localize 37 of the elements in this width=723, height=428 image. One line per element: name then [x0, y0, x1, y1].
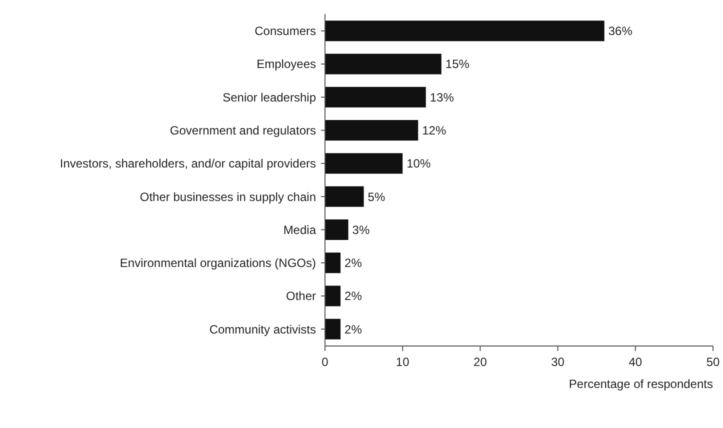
y-tick-label: Environmental organizations (NGOs) — [120, 256, 316, 270]
x-axis-title: Percentage of respondents — [568, 377, 713, 391]
y-tick-label: Other businesses in supply chain — [140, 190, 316, 204]
x-tick-label: 10 — [396, 355, 410, 369]
bar — [325, 86, 426, 108]
bar — [325, 120, 418, 141]
data-label: 13% — [430, 90, 454, 104]
x-tick-label: 50 — [706, 355, 720, 369]
bar — [325, 318, 341, 340]
x-tick-label: 30 — [551, 355, 565, 369]
data-label: 2% — [344, 256, 362, 270]
data-label: 2% — [344, 322, 362, 336]
data-label: 3% — [352, 222, 370, 237]
y-tick-label: Community activists — [209, 322, 316, 336]
y-tick-label: Investors, shareholders, and/or capital providers — [60, 156, 316, 171]
y-tick-label: Media — [283, 222, 316, 237]
y-tick-label: Consumers — [254, 24, 316, 38]
y-tick-label: Government and regulators — [170, 124, 316, 138]
data-label: 15% — [445, 57, 470, 72]
data-label: 10% — [406, 156, 431, 171]
bar — [325, 186, 364, 207]
data-label: 2% — [344, 289, 362, 304]
bar — [325, 20, 604, 42]
bar — [325, 219, 348, 240]
data-label: 5% — [368, 190, 386, 204]
x-tick-label: 40 — [628, 355, 642, 369]
bar — [325, 54, 442, 74]
x-tick-label: 20 — [474, 355, 488, 369]
bar — [325, 286, 341, 306]
bar — [325, 153, 403, 174]
data-label: 36% — [608, 24, 633, 38]
data-label: 12% — [422, 124, 446, 138]
y-tick-label: Other — [286, 289, 316, 304]
y-tick-label: Employees — [256, 57, 316, 72]
x-tick-label: 0 — [322, 355, 329, 369]
y-tick-label: Senior leadership — [222, 90, 316, 104]
bar — [325, 252, 341, 274]
